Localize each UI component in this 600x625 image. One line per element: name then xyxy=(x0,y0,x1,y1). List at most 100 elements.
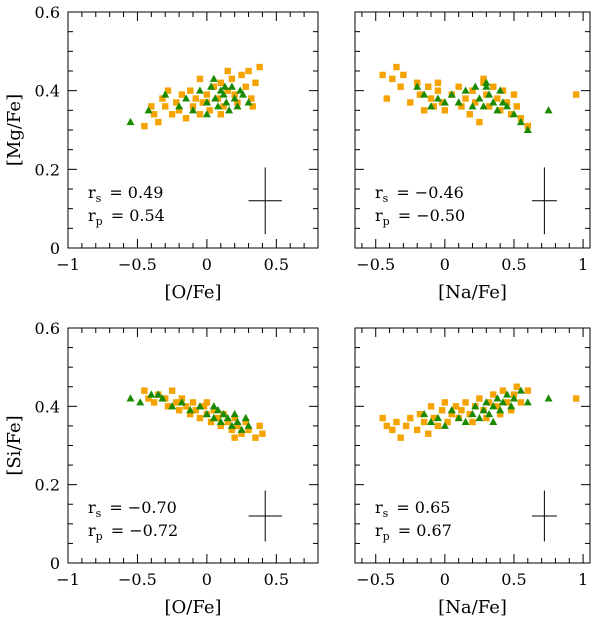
data-point-square xyxy=(441,107,449,114)
data-point-triangle xyxy=(489,402,498,410)
data-point-triangle xyxy=(207,82,216,90)
data-point-triangle xyxy=(440,421,449,429)
data-point-square xyxy=(175,107,183,114)
data-point-square xyxy=(238,430,245,437)
data-point-triangle xyxy=(244,98,253,106)
data-point-square xyxy=(494,403,501,410)
data-point-square xyxy=(383,95,390,102)
data-point-square xyxy=(434,79,442,86)
data-point-square xyxy=(434,87,442,94)
data-point-square xyxy=(393,63,400,71)
data-point-square xyxy=(175,407,183,414)
data-point-square xyxy=(425,83,432,90)
data-point-square xyxy=(207,418,215,426)
x-tick-label: 0 xyxy=(202,255,212,274)
y-tick-label: 0 xyxy=(50,239,60,258)
data-point-triangle xyxy=(427,417,436,425)
data-point-square xyxy=(164,403,172,410)
data-point-triangle xyxy=(154,390,163,398)
correlation-rs: rs = 0.65 xyxy=(375,498,450,520)
data-point-square xyxy=(242,418,249,426)
data-point-triangle xyxy=(479,406,488,414)
x-tick-label: 1 xyxy=(578,255,588,274)
data-point-square xyxy=(420,418,428,426)
data-point-square xyxy=(192,95,199,102)
data-point-triangle xyxy=(189,106,197,114)
data-point-square xyxy=(430,103,437,110)
data-point-triangle xyxy=(195,86,204,94)
data-point-triangle xyxy=(225,106,234,114)
data-point-triangle xyxy=(244,421,253,429)
x-tick-label: 0 xyxy=(202,570,212,589)
x-tick-label: 0 xyxy=(440,255,450,274)
data-point-square xyxy=(472,99,479,106)
x-axis-label: [O/Fe] xyxy=(164,597,221,618)
data-point-square xyxy=(407,99,414,106)
correlation-rp: rp = 0.67 xyxy=(375,521,452,543)
data-point-square xyxy=(427,95,435,102)
data-point-triangle xyxy=(195,402,204,410)
data-point-square xyxy=(466,410,473,418)
data-point-square xyxy=(524,387,531,394)
data-point-triangle xyxy=(468,102,477,110)
data-point-triangle xyxy=(230,94,239,102)
x-tick-label: 0.5 xyxy=(264,255,289,274)
data-point-square xyxy=(173,399,180,406)
data-point-square xyxy=(490,83,497,90)
data-point-triangle xyxy=(482,78,491,86)
data-point-triangle xyxy=(136,398,145,406)
data-point-square xyxy=(503,399,511,406)
plot-frame xyxy=(354,327,591,564)
data-point-square xyxy=(248,95,255,102)
data-point-square xyxy=(238,71,245,79)
data-point-triangle xyxy=(233,417,242,425)
data-point-square xyxy=(476,395,483,402)
data-point-square xyxy=(231,434,238,441)
data-point-square xyxy=(259,430,266,437)
data-point-square xyxy=(224,87,231,94)
data-point-square xyxy=(438,407,446,414)
data-point-triangle xyxy=(454,413,463,422)
data-point-square xyxy=(162,103,169,110)
data-point-square xyxy=(455,83,462,90)
data-point-square xyxy=(414,426,421,434)
data-point-triangle xyxy=(227,82,236,90)
data-point-square xyxy=(434,422,442,430)
data-point-square xyxy=(572,395,580,402)
data-point-square xyxy=(490,391,497,398)
data-point-triangle xyxy=(420,90,429,98)
data-point-triangle xyxy=(509,110,518,118)
data-point-triangle xyxy=(237,425,246,433)
data-point-triangle xyxy=(223,413,232,422)
data-point-square xyxy=(200,403,208,410)
y-tick-label: 0.2 xyxy=(35,476,60,495)
data-point-square xyxy=(192,407,199,414)
data-point-square xyxy=(485,103,493,110)
data-point-square xyxy=(155,118,162,126)
plot-frame xyxy=(67,327,319,564)
data-point-triangle xyxy=(219,90,228,98)
data-point-triangle xyxy=(168,402,177,410)
data-point-square xyxy=(416,91,424,98)
data-point-square xyxy=(469,418,476,426)
data-point-square xyxy=(141,122,148,130)
y-tick-label: 0.6 xyxy=(35,319,60,338)
data-point-triangle xyxy=(175,102,184,110)
x-axis-label: [Na/Fe] xyxy=(438,597,507,618)
data-point-square xyxy=(462,95,469,102)
data-point-triangle xyxy=(186,406,195,414)
data-point-square xyxy=(510,91,518,98)
data-point-triangle xyxy=(544,106,553,114)
data-point-square xyxy=(214,95,222,102)
x-tick-label: 0.5 xyxy=(264,570,289,589)
data-point-triangle xyxy=(482,82,491,90)
data-point-square xyxy=(466,111,473,118)
data-point-square xyxy=(217,79,224,86)
data-point-square xyxy=(210,407,218,414)
panel-p3: −1 −0.5 0 0.5 0 0.2 0.4 0.6 [O/Fe] [Si/Fe] rs = −0.… xyxy=(4,319,319,618)
data-point-triangle xyxy=(475,413,484,422)
data-point-square xyxy=(162,395,169,402)
data-point-triangle xyxy=(144,106,153,114)
data-point-triangle xyxy=(496,86,505,94)
